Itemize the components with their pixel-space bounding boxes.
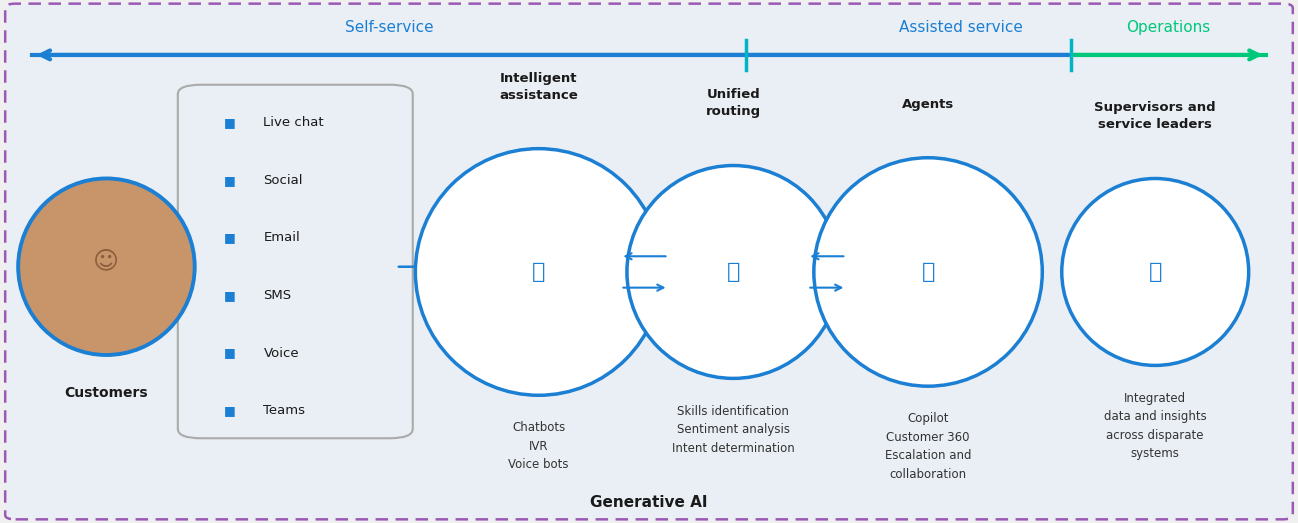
Text: Assisted service: Assisted service: [898, 20, 1023, 35]
Text: Teams: Teams: [263, 404, 305, 417]
Ellipse shape: [814, 158, 1042, 386]
Text: Agents: Agents: [902, 98, 954, 111]
Text: Self-service: Self-service: [345, 20, 434, 35]
Text: Customers: Customers: [65, 386, 148, 401]
Text: Skills identification
Sentiment analysis
Intent determination: Skills identification Sentiment analysis…: [672, 405, 794, 454]
Text: Generative AI: Generative AI: [591, 495, 707, 509]
Text: Live chat: Live chat: [263, 117, 324, 129]
Text: Integrated
data and insights
across disparate
systems: Integrated data and insights across disp…: [1103, 392, 1207, 460]
Text: Unified
routing: Unified routing: [706, 88, 761, 118]
Ellipse shape: [1062, 178, 1249, 366]
FancyBboxPatch shape: [5, 4, 1293, 519]
Text: ■: ■: [223, 347, 236, 359]
Ellipse shape: [627, 165, 840, 379]
FancyBboxPatch shape: [178, 85, 413, 438]
Text: Intelligent
assistance: Intelligent assistance: [500, 72, 578, 101]
Text: 🤖: 🤖: [532, 262, 545, 282]
Ellipse shape: [415, 149, 662, 395]
Text: ■: ■: [223, 117, 236, 129]
Text: ■: ■: [223, 174, 236, 187]
Text: 👥: 👥: [1149, 262, 1162, 282]
Text: Copilot
Customer 360
Escalation and
collaboration: Copilot Customer 360 Escalation and coll…: [885, 412, 971, 481]
Text: Social: Social: [263, 174, 302, 187]
Text: Supervisors and
service leaders: Supervisors and service leaders: [1094, 101, 1216, 131]
Text: Operations: Operations: [1127, 20, 1210, 35]
Text: Voice: Voice: [263, 347, 299, 359]
Text: ■: ■: [223, 289, 236, 302]
Text: Email: Email: [263, 232, 300, 244]
Ellipse shape: [18, 178, 195, 355]
Text: ■: ■: [223, 232, 236, 244]
Text: 👤: 👤: [922, 262, 935, 282]
Text: Chatbots
IVR
Voice bots: Chatbots IVR Voice bots: [509, 422, 569, 471]
Text: ■: ■: [223, 404, 236, 417]
Text: ⤴: ⤴: [727, 262, 740, 282]
Text: ☺: ☺: [93, 249, 119, 274]
Text: SMS: SMS: [263, 289, 292, 302]
